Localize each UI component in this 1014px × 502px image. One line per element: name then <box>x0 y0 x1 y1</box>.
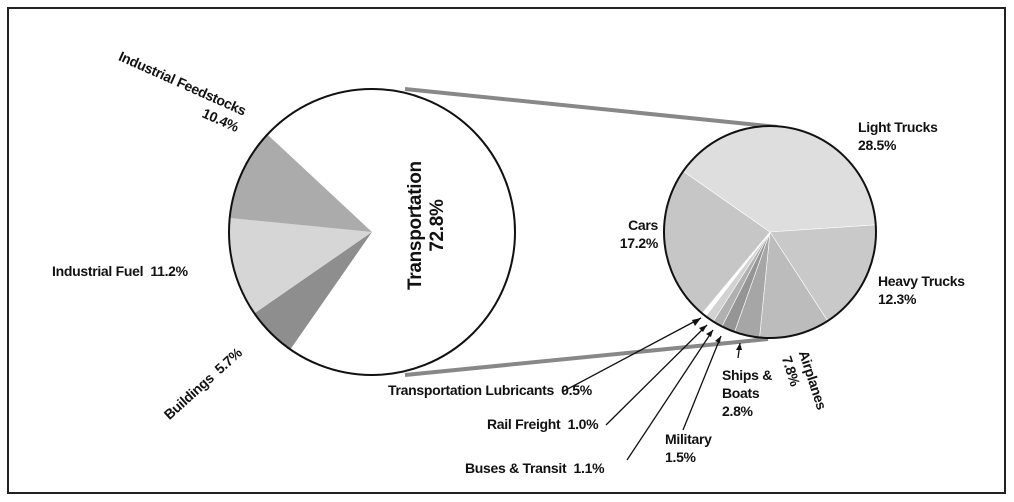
label-text: 28.5% <box>858 137 897 153</box>
label-text: 11.2% <box>150 263 188 279</box>
slice-label: Rail Freight 1.0% <box>487 415 599 433</box>
pie-outline <box>228 88 516 376</box>
frame <box>7 7 1006 494</box>
pie-slice <box>267 88 515 375</box>
pie-slice <box>229 134 372 232</box>
slice-label: Ships & Boats 2.8% <box>722 366 782 420</box>
label-text: Light Trucks <box>858 119 938 135</box>
slice-label: Heavy Trucks 12.3% <box>878 272 965 308</box>
slice-label: Military 1.5% <box>665 430 712 466</box>
label-text: 72.8% <box>427 199 448 252</box>
slice-label: Industrial Fuel 11.2% <box>52 262 188 280</box>
slice-label: Transportation Lubricants 0.5% <box>388 381 592 399</box>
label-text: Transportation <box>405 161 426 290</box>
label-text: 12.3% <box>878 291 917 307</box>
label-text: Transportation Lubricants <box>388 382 554 398</box>
label-text: 0.5% <box>561 382 592 398</box>
label-text: Cars <box>628 217 658 233</box>
label-text: Rail Freight <box>487 416 561 432</box>
connector <box>404 337 769 377</box>
pie-slice <box>229 218 372 314</box>
label-text: 1.1% <box>573 460 605 476</box>
label-text: Military <box>665 431 712 447</box>
label-text: Industrial Fuel <box>52 263 144 279</box>
label-text: Ships & Boats <box>722 367 773 401</box>
label-text: 1.0% <box>567 416 599 432</box>
label-text: 17.2% <box>619 235 659 251</box>
connector <box>404 87 779 129</box>
slice-label: Cars 17.2% <box>604 216 659 252</box>
slice-label: Buses & Transit 1.1% <box>465 459 605 477</box>
pie-slice <box>254 232 372 350</box>
arrows <box>561 317 741 461</box>
arrowheads <box>692 318 742 350</box>
pie-outline <box>663 125 877 339</box>
slice-label: Light Trucks 28.5% <box>858 118 938 154</box>
label-text: Buses & Transit <box>465 460 567 476</box>
slice-label: Transportation 72.8% <box>405 161 449 290</box>
label-text: Heavy Trucks <box>878 273 965 289</box>
label-text: 1.5% <box>665 449 696 465</box>
label-text: 2.8% <box>722 403 753 419</box>
